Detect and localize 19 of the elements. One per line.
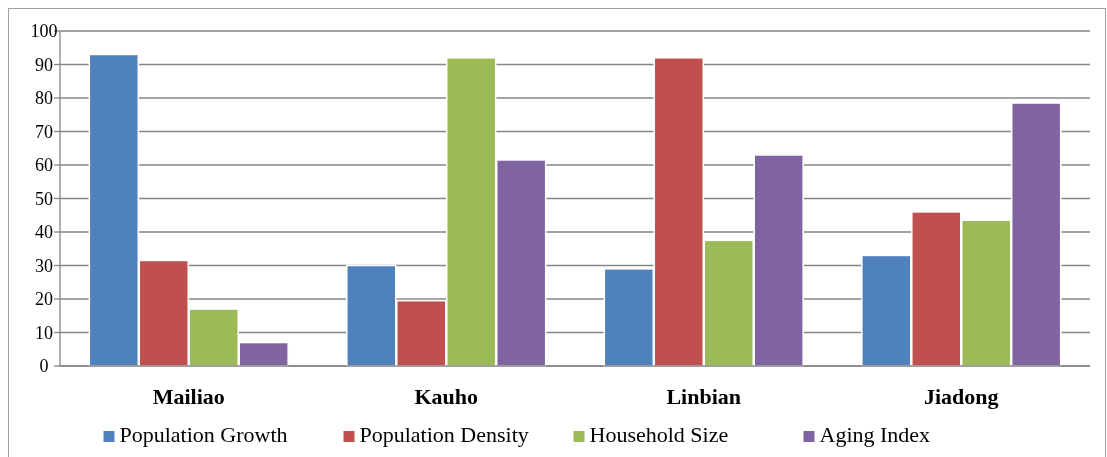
y-tick-label: 0 xyxy=(39,356,49,377)
legend-label: Household Size xyxy=(589,422,729,447)
x-tick-label: Jiadong xyxy=(923,384,999,409)
legend-label: Population Growth xyxy=(119,422,288,447)
x-tick-label: Mailiao xyxy=(152,384,225,409)
y-tick-label: 100 xyxy=(30,21,58,42)
y-tick-label: 90 xyxy=(35,54,53,75)
y-tick-label: 50 xyxy=(35,188,53,209)
y-tick-label: 20 xyxy=(35,289,53,310)
legend-label: Population Density xyxy=(359,422,529,447)
legend-label: Aging Index xyxy=(819,422,931,447)
y-tick-label: 30 xyxy=(35,255,53,276)
y-tick-label: 80 xyxy=(35,88,53,109)
y-tick-label: 70 xyxy=(35,121,53,142)
y-tick-label: 10 xyxy=(35,322,53,343)
y-tick-label: 40 xyxy=(35,222,53,243)
x-tick-label: Linbian xyxy=(666,384,742,409)
x-tick-label: Kauho xyxy=(414,384,479,409)
y-tick-label: 60 xyxy=(35,155,53,176)
